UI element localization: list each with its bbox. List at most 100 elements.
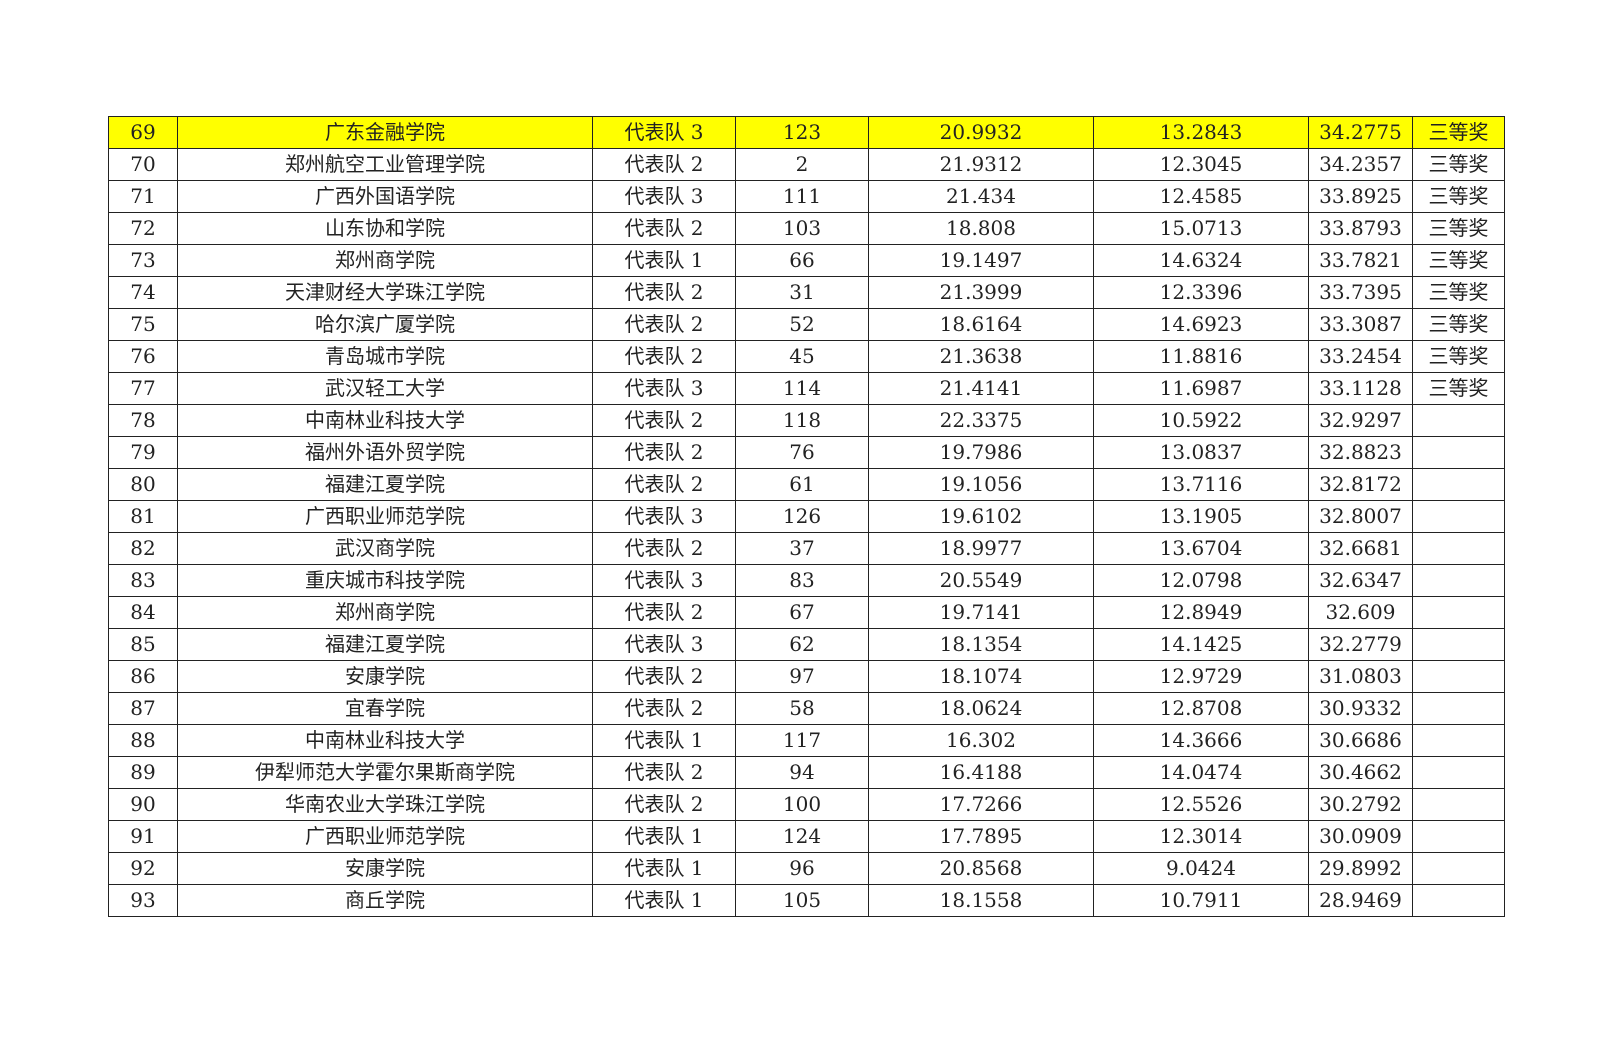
- score2-cell: 12.0798: [1093, 564, 1309, 597]
- school-cell: 山东协和学院: [177, 212, 593, 245]
- table-row: 84 郑州商学院 代表队 2 67 19.7141 12.8949 32.609: [108, 596, 1505, 629]
- award-cell: [1412, 724, 1505, 757]
- school-cell: 哈尔滨广厦学院: [177, 308, 593, 341]
- team-id-cell: 114: [735, 372, 869, 405]
- team-cell: 代表队 1: [592, 724, 736, 757]
- score2-cell: 14.6923: [1093, 308, 1309, 341]
- rank-cell: 74: [108, 276, 178, 309]
- team-id-cell: 118: [735, 404, 869, 437]
- team-cell: 代表队 3: [592, 180, 736, 213]
- total-score-cell: 30.2792: [1308, 788, 1413, 821]
- team-id-cell: 45: [735, 340, 869, 373]
- team-id-cell: 61: [735, 468, 869, 501]
- rank-cell: 86: [108, 660, 178, 693]
- total-score-cell: 32.8823: [1308, 436, 1413, 469]
- team-id-cell: 126: [735, 500, 869, 533]
- school-cell: 商丘学院: [177, 884, 593, 917]
- score1-cell: 18.808: [868, 212, 1094, 245]
- award-cell: [1412, 692, 1505, 725]
- rank-cell: 84: [108, 596, 178, 629]
- award-cell: [1412, 500, 1505, 533]
- rank-cell: 77: [108, 372, 178, 405]
- table-row: 91 广西职业师范学院 代表队 1 124 17.7895 12.3014 30.0909: [108, 820, 1505, 853]
- team-cell: 代表队 3: [592, 564, 736, 597]
- total-score-cell: 30.4662: [1308, 756, 1413, 789]
- team-id-cell: 97: [735, 660, 869, 693]
- score1-cell: 19.7986: [868, 436, 1094, 469]
- total-score-cell: 33.8925: [1308, 180, 1413, 213]
- team-cell: 代表队 2: [592, 404, 736, 437]
- school-cell: 武汉商学院: [177, 532, 593, 565]
- rank-cell: 75: [108, 308, 178, 341]
- award-cell: [1412, 756, 1505, 789]
- rank-cell: 76: [108, 340, 178, 373]
- award-cell: [1412, 628, 1505, 661]
- score1-cell: 18.6164: [868, 308, 1094, 341]
- team-cell: 代表队 2: [592, 596, 736, 629]
- team-id-cell: 52: [735, 308, 869, 341]
- score2-cell: 13.0837: [1093, 436, 1309, 469]
- score2-cell: 13.6704: [1093, 532, 1309, 565]
- award-cell: [1412, 404, 1505, 437]
- score1-cell: 21.9312: [868, 148, 1094, 181]
- school-cell: 郑州商学院: [177, 596, 593, 629]
- award-cell: [1412, 468, 1505, 501]
- total-score-cell: 33.2454: [1308, 340, 1413, 373]
- rank-cell: 87: [108, 692, 178, 725]
- team-id-cell: 94: [735, 756, 869, 789]
- school-cell: 广西外国语学院: [177, 180, 593, 213]
- total-score-cell: 32.6681: [1308, 532, 1413, 565]
- total-score-cell: 30.9332: [1308, 692, 1413, 725]
- school-cell: 青岛城市学院: [177, 340, 593, 373]
- score1-cell: 17.7266: [868, 788, 1094, 821]
- school-cell: 中南林业科技大学: [177, 724, 593, 757]
- rank-cell: 81: [108, 500, 178, 533]
- total-score-cell: 31.0803: [1308, 660, 1413, 693]
- school-cell: 郑州商学院: [177, 244, 593, 277]
- team-id-cell: 67: [735, 596, 869, 629]
- table-row: 86 安康学院 代表队 2 97 18.1074 12.9729 31.0803: [108, 660, 1505, 693]
- award-cell: 三等奖: [1412, 308, 1505, 341]
- award-cell: [1412, 596, 1505, 629]
- table-row: 77 武汉轻工大学 代表队 3 114 21.4141 11.6987 33.1128 三等奖: [108, 372, 1505, 405]
- team-cell: 代表队 2: [592, 340, 736, 373]
- table-row: 88 中南林业科技大学 代表队 1 117 16.302 14.3666 30.6686: [108, 724, 1505, 757]
- score1-cell: 18.0624: [868, 692, 1094, 725]
- score1-cell: 20.8568: [868, 852, 1094, 885]
- score2-cell: 14.6324: [1093, 244, 1309, 277]
- total-score-cell: 32.8007: [1308, 500, 1413, 533]
- score2-cell: 12.8949: [1093, 596, 1309, 629]
- score1-cell: 21.3638: [868, 340, 1094, 373]
- score1-cell: 18.1074: [868, 660, 1094, 693]
- team-cell: 代表队 1: [592, 884, 736, 917]
- score2-cell: 13.2843: [1093, 116, 1309, 149]
- award-cell: 三等奖: [1412, 148, 1505, 181]
- score2-cell: 10.5922: [1093, 404, 1309, 437]
- total-score-cell: 28.9469: [1308, 884, 1413, 917]
- team-cell: 代表队 2: [592, 148, 736, 181]
- score2-cell: 12.3396: [1093, 276, 1309, 309]
- rank-cell: 72: [108, 212, 178, 245]
- table-row: 70 郑州航空工业管理学院 代表队 2 2 21.9312 12.3045 34.2357 三…: [108, 148, 1505, 181]
- team-cell: 代表队 2: [592, 276, 736, 309]
- table-row: 85 福建江夏学院 代表队 3 62 18.1354 14.1425 32.2779: [108, 628, 1505, 661]
- score1-cell: 20.9932: [868, 116, 1094, 149]
- team-id-cell: 31: [735, 276, 869, 309]
- school-cell: 安康学院: [177, 852, 593, 885]
- total-score-cell: 33.3087: [1308, 308, 1413, 341]
- total-score-cell: 33.7395: [1308, 276, 1413, 309]
- score1-cell: 19.1497: [868, 244, 1094, 277]
- award-cell: 三等奖: [1412, 372, 1505, 405]
- table-row: 87 宜春学院 代表队 2 58 18.0624 12.8708 30.9332: [108, 692, 1505, 725]
- total-score-cell: 30.0909: [1308, 820, 1413, 853]
- award-cell: 三等奖: [1412, 116, 1505, 149]
- school-cell: 郑州航空工业管理学院: [177, 148, 593, 181]
- score1-cell: 20.5549: [868, 564, 1094, 597]
- table-row: 82 武汉商学院 代表队 2 37 18.9977 13.6704 32.6681: [108, 532, 1505, 565]
- score2-cell: 14.0474: [1093, 756, 1309, 789]
- award-cell: [1412, 564, 1505, 597]
- award-cell: [1412, 660, 1505, 693]
- rank-cell: 71: [108, 180, 178, 213]
- team-id-cell: 96: [735, 852, 869, 885]
- total-score-cell: 34.2775: [1308, 116, 1413, 149]
